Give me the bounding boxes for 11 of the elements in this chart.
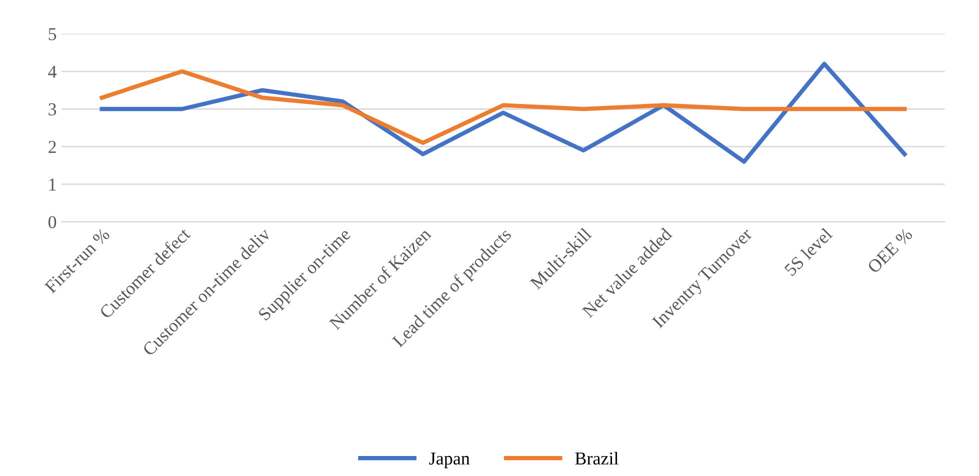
y-tick-label: 5	[48, 28, 56, 40]
y-tick-label: 3	[48, 103, 56, 116]
y-tick-label: 2	[48, 140, 56, 153]
y-tick-label: 4	[48, 66, 57, 78]
legend-label: Brazil	[575, 452, 618, 465]
x-tick-label: OEE %	[866, 227, 914, 274]
line-series	[100, 69, 907, 145]
legend-label: Japan	[429, 452, 470, 468]
y-tick-label: 0	[48, 216, 56, 228]
line-series	[100, 62, 907, 164]
y-tick-label: 1	[49, 178, 56, 190]
